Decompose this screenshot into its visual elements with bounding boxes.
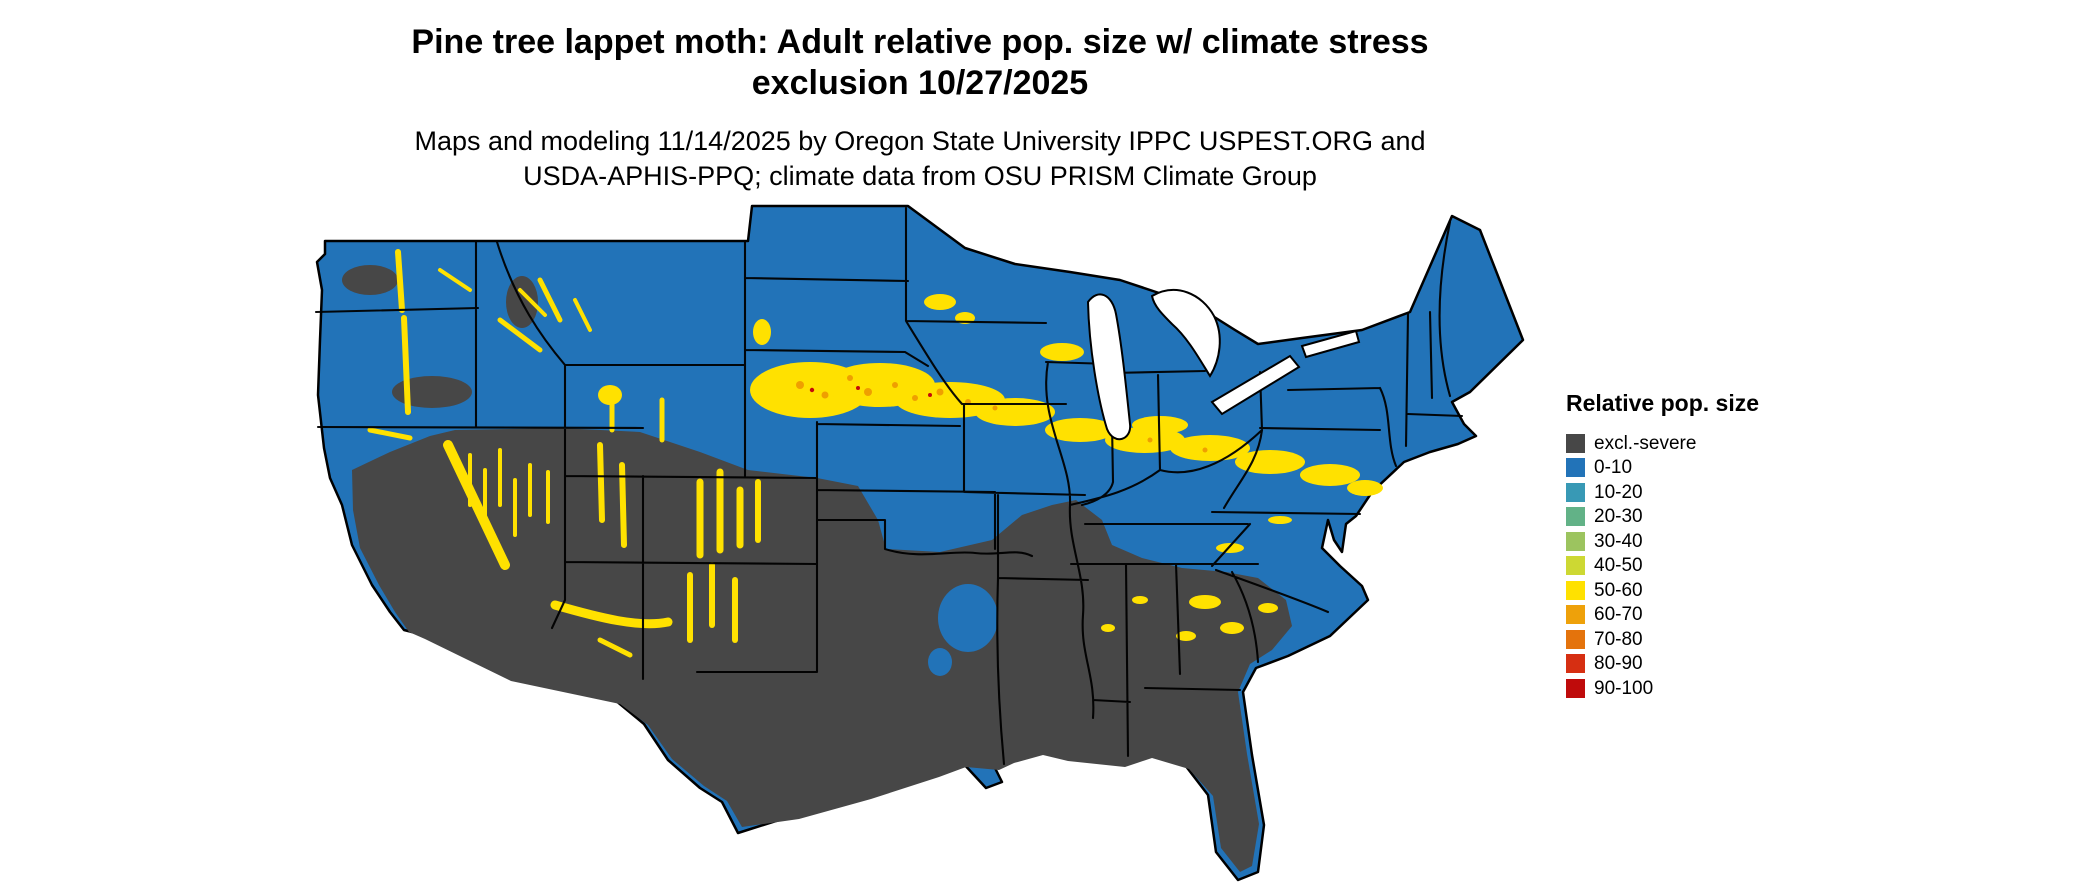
state-borders-layer: [314, 206, 1464, 766]
lake-huron: [1150, 288, 1221, 378]
excluded-region-layer: [342, 265, 1292, 872]
legend-swatch: [1566, 482, 1585, 502]
legend-item-label: 20-30: [1594, 506, 1643, 528]
great-lakes-layer: [1086, 288, 1361, 441]
legend-item: 40-50: [1566, 554, 1759, 579]
legend-item: 30-40: [1566, 529, 1759, 554]
lake-michigan: [1086, 293, 1132, 441]
legend-item-label: 70-80: [1594, 628, 1643, 650]
legend-item: 80-90: [1566, 652, 1759, 677]
legend-swatch: [1566, 507, 1585, 527]
lake-erie: [1210, 354, 1301, 416]
legend-item: 90-100: [1566, 676, 1759, 701]
legend-item: 50-60: [1566, 578, 1759, 603]
legend-items: excl.-severe 0-10 10-20 20-30 30-40 40-50 50-6…: [1566, 431, 1759, 701]
legend-swatch: [1566, 531, 1585, 551]
population-band-layer: [367, 249, 1383, 658]
legend-item: 20-30: [1566, 505, 1759, 530]
legend-swatch: [1566, 605, 1585, 625]
map-subtitle: Maps and modeling 11/14/2025 by Oregon S…: [290, 124, 1550, 194]
legend-title: Relative pop. size: [1566, 390, 1760, 416]
legend-item-label: 90-100: [1594, 677, 1654, 699]
lake-ontario: [1300, 329, 1361, 359]
legend-swatch: [1566, 629, 1585, 649]
map-title: Pine tree lappet moth: Adult relative po…: [290, 22, 1550, 105]
legend-item: excl.-severe: [1566, 431, 1759, 456]
legend-swatch: [1566, 654, 1585, 674]
legend-swatch: [1566, 433, 1585, 453]
legend-item-label: 10-20: [1594, 481, 1643, 503]
legend-swatch: [1566, 458, 1585, 478]
legend-item-label: 50-60: [1594, 579, 1643, 601]
legend-item-label: 60-70: [1594, 604, 1643, 626]
legend-item: 0-10: [1566, 456, 1759, 481]
legend-swatch: [1566, 556, 1585, 576]
map-title-line1: Pine tree lappet moth: Adult relative po…: [411, 23, 1429, 61]
map-title-line2: exclusion 10/27/2025: [751, 64, 1089, 103]
legend-item-label: 0-10: [1594, 457, 1633, 479]
legend-swatch: [1566, 678, 1585, 698]
legend-item: 60-70: [1566, 603, 1759, 628]
legend-item-label: 40-50: [1594, 555, 1643, 577]
legend: Relative pop. size excl.-severe 0-10 10-20…: [1566, 390, 1759, 701]
legend-item: 70-80: [1566, 627, 1759, 652]
legend-swatch: [1566, 580, 1585, 600]
map-subtitle-line1: Maps and modeling 11/14/2025 by Oregon S…: [414, 126, 1426, 156]
map-subtitle-line2: USDA-APHIS-PPQ; climate data from OSU PR…: [523, 161, 1317, 192]
legend-item-label: 80-90: [1594, 653, 1643, 675]
legend-item-label: excl.-severe: [1594, 432, 1697, 454]
legend-item: 10-20: [1566, 480, 1759, 505]
legend-item-label: 30-40: [1594, 530, 1643, 552]
